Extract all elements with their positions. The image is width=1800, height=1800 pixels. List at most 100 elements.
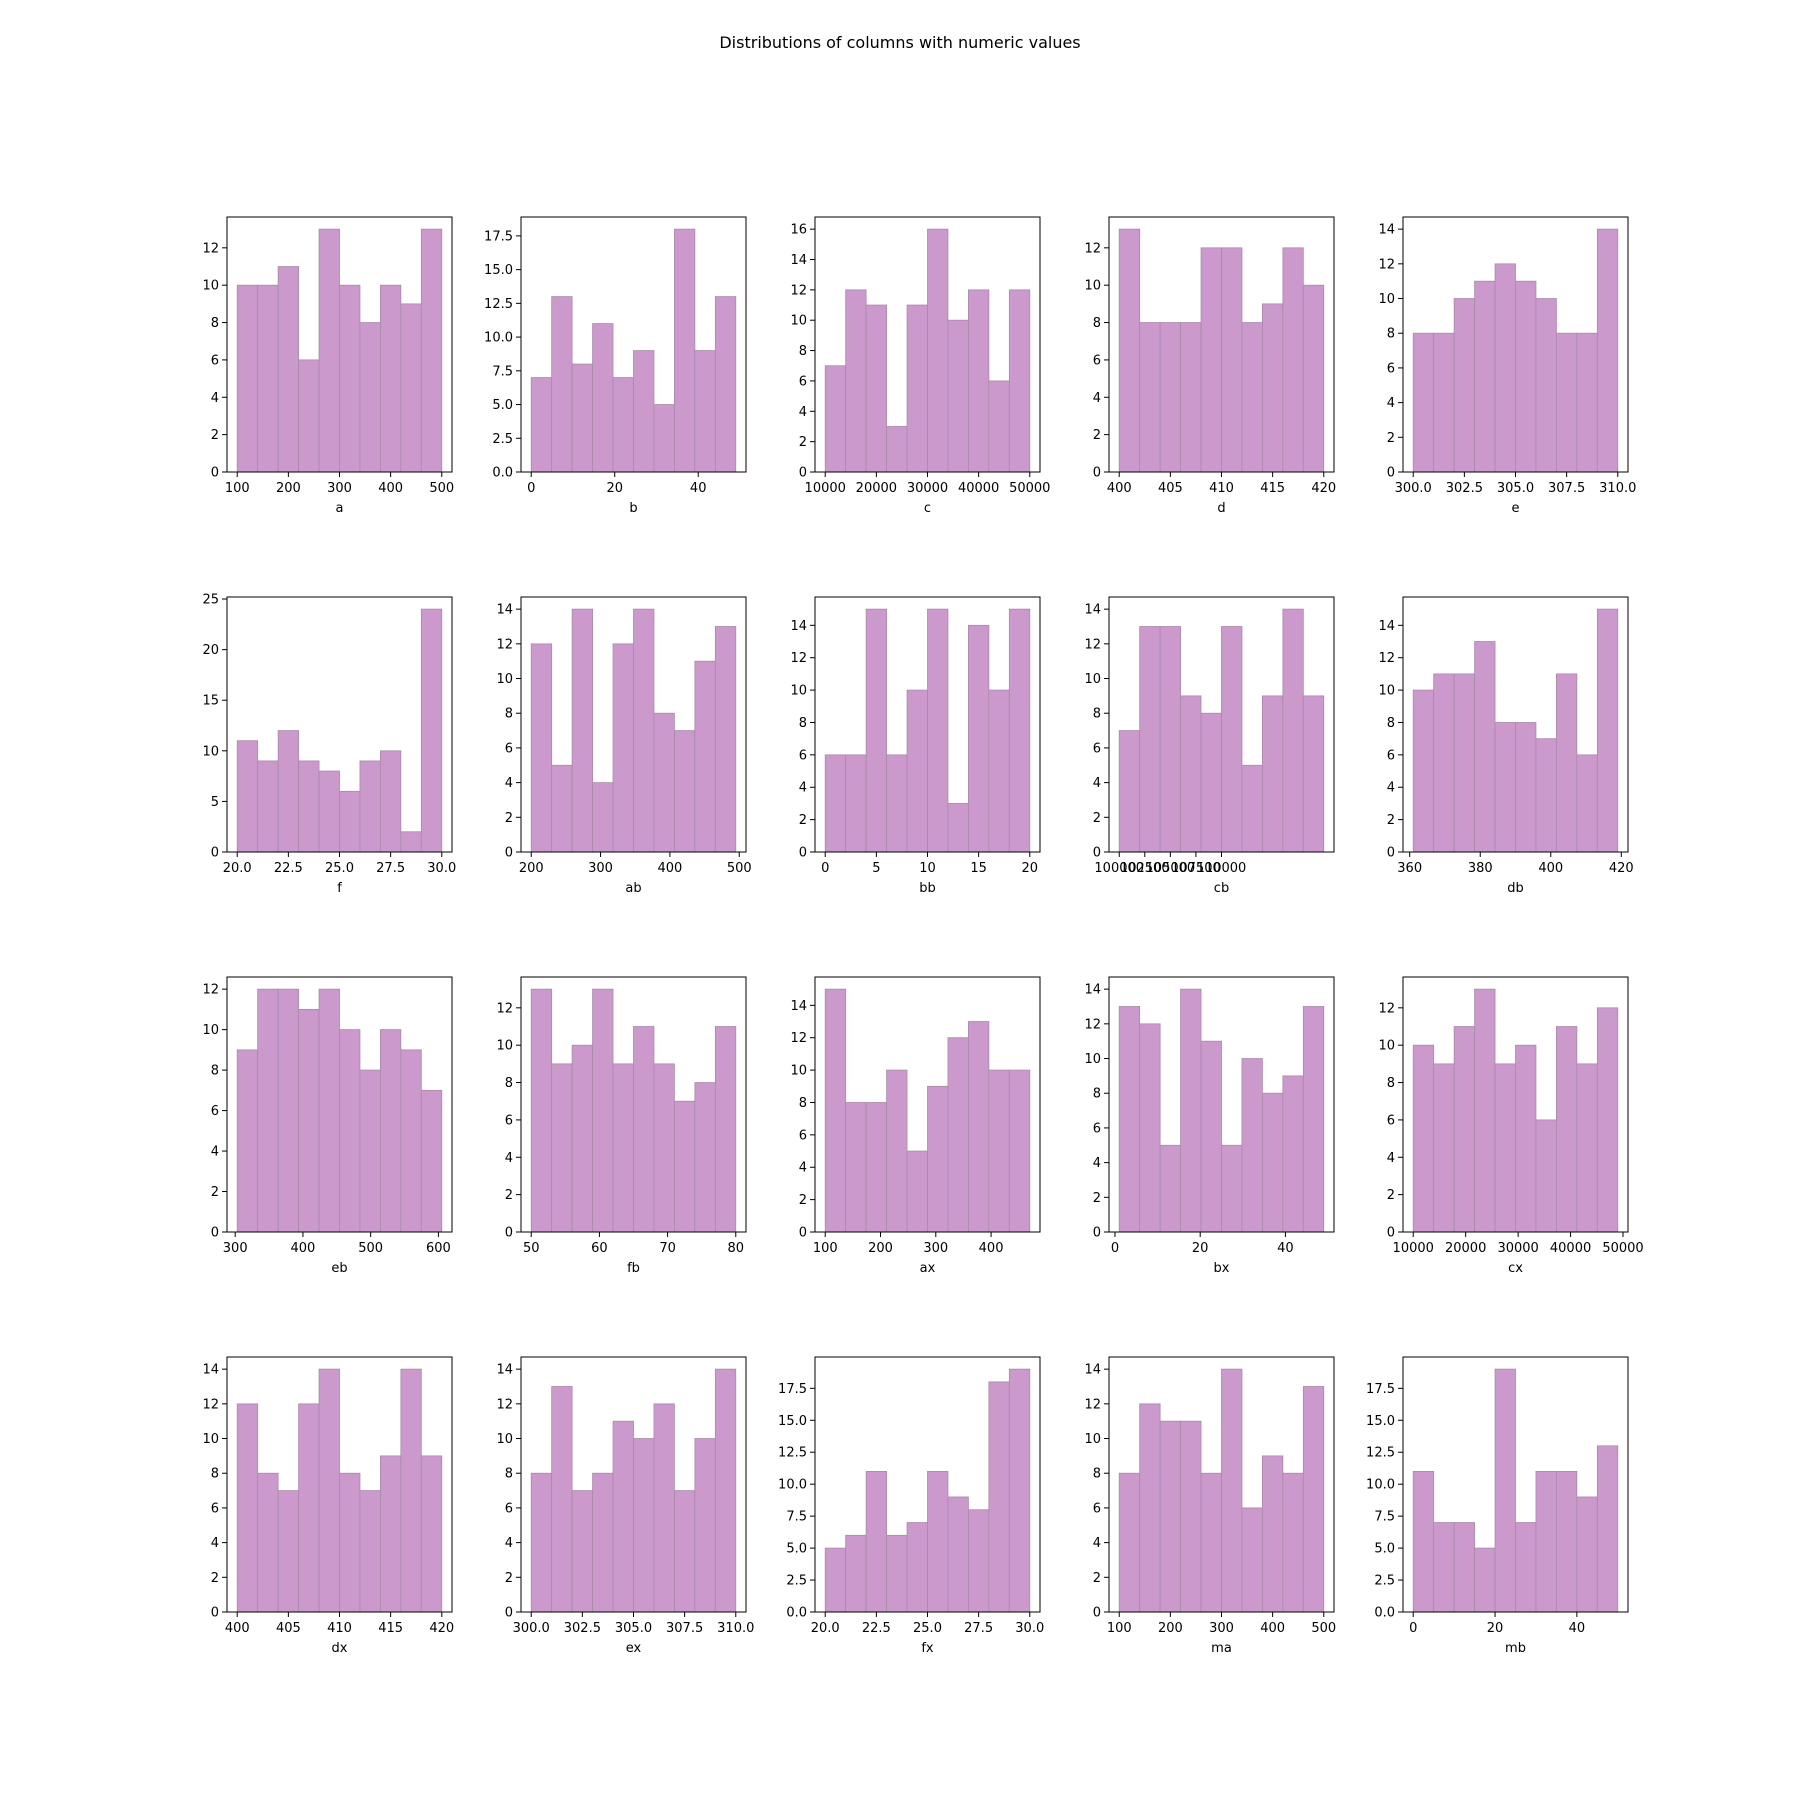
y-tick-label-ex-0: 0	[505, 1606, 513, 1621]
x-axis-label-fb: fb	[627, 1261, 640, 1276]
histogram-bar-e-8	[1576, 332, 1598, 473]
histogram-panel-c: 10000 20000 30000 40000 50000 0 2 4 6 8 10 12 14 16 c	[790, 216, 1050, 516]
y-tick-label-bx-1: 2	[1093, 1191, 1101, 1206]
histogram-bar-dx-7	[380, 1455, 402, 1613]
histogram-bar-c-7	[968, 289, 990, 473]
y-tick-label-c-5: 10	[790, 314, 807, 329]
y-tick-label-c-1: 2	[799, 435, 807, 450]
y-tick-label-ma-2: 4	[1093, 1536, 1101, 1551]
x-tick-label-d-2: 410	[1209, 481, 1234, 496]
histogram-bar-cb-7	[1262, 695, 1284, 853]
histogram-bar-ex-7	[674, 1490, 696, 1613]
y-tick-label-cb-3: 6	[1093, 741, 1101, 756]
y-tick-label-e-6: 12	[1378, 257, 1395, 272]
histogram-bar-cx-9	[1596, 1007, 1619, 1233]
x-tick-label-c-3: 40000	[958, 481, 999, 496]
histogram-bar-cx-7	[1556, 1026, 1578, 1233]
histogram-bar-f-1	[257, 760, 279, 853]
histogram-bar-c-8	[988, 380, 1010, 473]
histogram-bar-db-2	[1453, 673, 1475, 853]
histogram-bar-ax-4	[906, 1150, 928, 1233]
x-tick-label-fb-0: 50	[523, 1241, 540, 1256]
y-tick-label-ma-6: 12	[1084, 1397, 1101, 1412]
histogram-bar-e-1	[1433, 332, 1455, 473]
histogram-bar-fx-7	[968, 1509, 990, 1613]
histogram-bar-ex-6	[653, 1403, 675, 1613]
x-tick-label-fx-3: 27.5	[964, 1621, 993, 1636]
x-tick-label-fb-3: 80	[727, 1241, 744, 1256]
histogram-bar-a-9	[420, 228, 443, 473]
y-tick-label-bb-5: 10	[790, 684, 807, 699]
histogram-bar-ab-2	[571, 608, 593, 853]
y-tick-label-b-2: 5.0	[492, 398, 513, 413]
axes-frame-eb	[226, 976, 453, 1233]
y-tick-label-c-2: 4	[799, 405, 807, 420]
x-tick-label-b-0: 0	[527, 481, 535, 496]
y-tick-label-db-4: 8	[1387, 716, 1395, 731]
x-tick-label-ma-0: 100	[1107, 1621, 1132, 1636]
histogram-bar-ax-6	[947, 1037, 969, 1233]
histogram-bar-db-6	[1535, 738, 1557, 853]
histogram-bar-bb-5	[927, 608, 949, 853]
histogram-bar-b-3	[592, 323, 614, 473]
axes-frame-b	[520, 216, 747, 473]
x-tick-label-ax-0: 100	[813, 1241, 838, 1256]
y-tick-label-cb-4: 8	[1093, 707, 1101, 722]
y-tick-label-ax-7: 14	[790, 999, 807, 1014]
histogram-bar-f-0	[236, 740, 259, 853]
histogram-bar-fx-5	[927, 1471, 949, 1613]
histogram-bar-b-4	[612, 377, 634, 473]
histogram-bar-bx-9	[1302, 1006, 1325, 1233]
y-tick-label-dx-6: 12	[202, 1397, 219, 1412]
histogram-bar-cb-4	[1200, 712, 1222, 853]
y-tick-label-a-3: 6	[211, 353, 219, 368]
y-tick-label-fb-0: 0	[505, 1226, 513, 1241]
x-tick-label-cx-3: 40000	[1550, 1241, 1591, 1256]
x-tick-label-a-3: 400	[378, 481, 403, 496]
y-tick-label-dx-0: 0	[211, 1606, 219, 1621]
y-tick-label-f-3: 15	[202, 694, 219, 709]
x-axis-label-b: b	[629, 501, 637, 516]
y-tick-label-ab-5: 10	[496, 672, 513, 687]
x-tick-label-ma-4: 500	[1311, 1621, 1336, 1636]
histogram-bar-eb-6	[359, 1069, 381, 1233]
y-tick-label-cb-2: 4	[1093, 776, 1101, 791]
histogram-bar-cb-1	[1139, 626, 1161, 853]
y-tick-label-db-3: 6	[1387, 748, 1395, 763]
histogram-bar-a-8	[400, 303, 422, 473]
histogram-bar-c-9	[1008, 289, 1031, 473]
x-tick-label-db-1: 380	[1468, 861, 1493, 876]
y-tick-label-d-3: 6	[1093, 353, 1101, 368]
y-tick-label-bb-0: 0	[799, 846, 807, 861]
x-tick-label-e-4: 310.0	[1599, 481, 1636, 496]
histogram-bar-cb-8	[1282, 608, 1304, 853]
histogram-bar-mb-6	[1535, 1471, 1557, 1613]
y-tick-label-a-6: 12	[202, 241, 219, 256]
x-tick-label-a-1: 200	[276, 481, 301, 496]
histogram-bar-ab-4	[612, 643, 634, 853]
x-tick-label-eb-3: 600	[426, 1241, 451, 1256]
histogram-bar-c-0	[824, 365, 847, 473]
histogram-bar-eb-3	[298, 1008, 320, 1233]
x-tick-label-c-1: 20000	[856, 481, 897, 496]
y-tick-label-mb-3: 7.5	[1374, 1510, 1395, 1525]
histogram-bar-db-3	[1474, 641, 1496, 853]
x-axis-label-ex: ex	[626, 1641, 642, 1656]
x-tick-label-bb-1: 5	[872, 861, 880, 876]
y-tick-label-f-0: 0	[211, 846, 219, 861]
y-tick-label-eb-1: 2	[211, 1185, 219, 1200]
histogram-bar-ex-5	[633, 1438, 655, 1613]
figure-title: Distributions of columns with numeric va…	[719, 33, 1080, 52]
x-axis-label-eb: eb	[331, 1261, 347, 1276]
x-tick-label-fx-1: 22.5	[862, 1621, 891, 1636]
y-tick-label-db-0: 0	[1387, 846, 1395, 861]
y-tick-label-cx-0: 0	[1387, 1226, 1395, 1241]
x-tick-label-bb-4: 20	[1021, 861, 1038, 876]
histogram-bar-mb-1	[1433, 1522, 1455, 1613]
x-axis-label-ax: ax	[920, 1261, 936, 1276]
histogram-bar-eb-8	[400, 1049, 422, 1233]
histogram-bar-e-7	[1556, 332, 1578, 473]
x-tick-label-a-0: 100	[225, 481, 250, 496]
histogram-bar-dx-3	[298, 1403, 320, 1613]
axes-frame-fb	[520, 976, 747, 1233]
